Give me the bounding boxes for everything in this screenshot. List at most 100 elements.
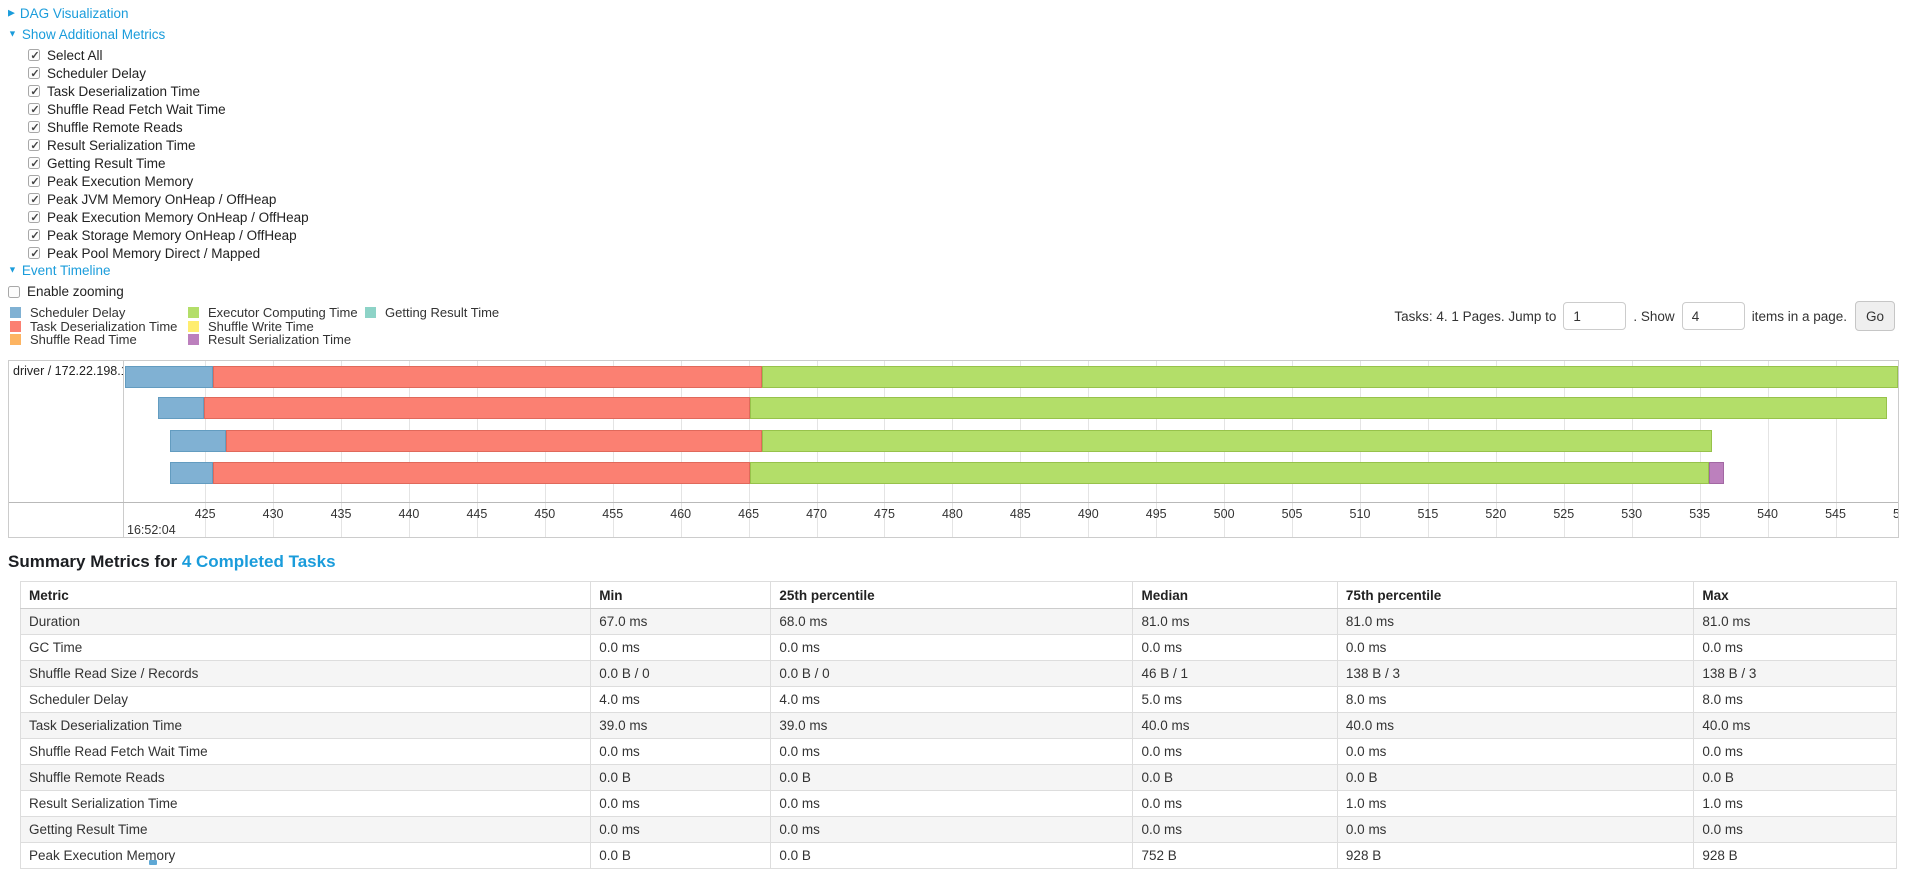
axis-tick-label: 425 — [194, 507, 216, 521]
dag-visualization-toggle[interactable]: ▶ DAG Visualization — [8, 6, 1899, 21]
metric-checkbox-4[interactable] — [28, 121, 41, 134]
metric-checkbox-item: Scheduler Delay — [28, 64, 1899, 82]
event-timeline-toggle[interactable]: ▼ Event Timeline — [8, 263, 1899, 278]
summary-metric-value: 1.0 ms — [1336, 790, 1695, 817]
axis-tick-label: 460 — [670, 507, 692, 521]
task-bar-segment-task-deserialization[interactable] — [225, 430, 763, 452]
items-per-page-input[interactable] — [1681, 302, 1745, 330]
metric-checkbox-6[interactable] — [28, 157, 41, 170]
metric-checkbox-7[interactable] — [28, 175, 41, 188]
task-bar-segment-scheduler-delay[interactable] — [157, 397, 204, 419]
metric-checkbox-item: Shuffle Read Fetch Wait Time — [28, 100, 1899, 118]
summary-metric-value: 0.0 ms — [590, 634, 772, 661]
summary-metric-value: 0.0 B — [1693, 764, 1897, 791]
metric-checkbox-5[interactable] — [28, 139, 41, 152]
task-bar-segment-executor-computing[interactable] — [749, 462, 1710, 484]
completed-tasks-link[interactable]: 4 Completed Tasks — [181, 552, 336, 571]
summary-metric-value: 138 B / 3 — [1336, 660, 1695, 687]
metric-checkbox-item: Result Serialization Time — [28, 136, 1899, 154]
metric-checkbox-item: Peak Execution Memory OnHeap / OffHeap — [28, 208, 1899, 226]
timeline-legend: Scheduler Delay Task Deserialization Time… — [10, 305, 1899, 347]
summary-column-header: Median — [1132, 581, 1338, 609]
summary-table-row: Scheduler Delay 4.0 ms 4.0 ms 5.0 ms 8.0 ms 8… — [19, 686, 1897, 713]
legend-label: Task Deserialization Time — [30, 318, 178, 334]
task-pagination: Tasks: 4. 1 Pages. Jump to . Show items … — [1394, 301, 1895, 331]
metric-checkbox-item: Peak Storage Memory OnHeap / OffHeap — [28, 226, 1899, 244]
metric-checkbox-3[interactable] — [28, 103, 41, 116]
axis-tick-label: 510 — [1349, 507, 1371, 521]
summary-table-row: Shuffle Remote Reads 0.0 B 0.0 B 0.0 B 0.0 B… — [19, 764, 1897, 791]
summary-column-header: Max — [1693, 581, 1897, 609]
summary-metric-value: 0.0 B — [590, 764, 772, 791]
task-bar-segment-executor-computing[interactable] — [762, 366, 1898, 388]
summary-metric-name: Getting Result Time — [19, 816, 592, 843]
summary-metric-value: 0.0 ms — [1693, 634, 1897, 661]
task-bar-segment-executor-computing[interactable] — [762, 430, 1712, 452]
go-button[interactable]: Go — [1855, 301, 1895, 331]
metric-checkbox-label: Peak Execution Memory OnHeap / OffHeap — [47, 209, 309, 225]
summary-table-row: Shuffle Read Size / Records 0.0 B / 0 0.0 … — [19, 660, 1897, 687]
summary-metric-value: 81.0 ms — [1693, 608, 1897, 635]
summary-metric-value: 39.0 ms — [770, 712, 1134, 739]
task-bar-segment-scheduler-delay[interactable] — [169, 462, 214, 484]
axis-tick-label: 535 — [1689, 507, 1711, 521]
metric-checkbox-label: Select All — [47, 47, 103, 63]
metric-checkbox-1[interactable] — [28, 67, 41, 80]
task-bar-segment-scheduler-delay[interactable] — [125, 366, 214, 388]
executor-label: driver / 172.22.198.104 — [13, 364, 123, 378]
summary-metric-name: GC Time — [19, 634, 592, 661]
summary-metric-value: 0.0 ms — [590, 816, 772, 843]
legend-item: Result Serialization Time — [188, 332, 365, 347]
axis-tick-label: 525 — [1553, 507, 1575, 521]
summary-metric-value: 0.0 ms — [1132, 790, 1338, 817]
axis-tick-label: 500 — [1213, 507, 1235, 521]
jump-to-page-input[interactable] — [1563, 302, 1627, 330]
axis-tick-label: 490 — [1077, 507, 1099, 521]
summary-metric-value: 8.0 ms — [1693, 686, 1897, 713]
metric-checkbox-label: Peak JVM Memory OnHeap / OffHeap — [47, 191, 277, 207]
enable-zooming-checkbox[interactable] — [8, 285, 20, 298]
axis-tick-label: 515 — [1417, 507, 1439, 521]
task-bar-segment-scheduler-delay[interactable] — [169, 430, 226, 452]
summary-metric-value: 5.0 ms — [1132, 686, 1338, 713]
metric-checkbox-10[interactable] — [28, 229, 41, 242]
summary-metric-value: 0.0 ms — [1336, 816, 1695, 843]
axis-tick-label: 540 — [1757, 507, 1778, 521]
summary-metric-value: 0.0 ms — [1336, 634, 1695, 661]
items-in-page-text: items in a page. — [1751, 308, 1847, 324]
gridline — [1835, 361, 1837, 537]
summary-metric-name: Task Deserialization Time — [19, 712, 592, 739]
summary-metric-name: Shuffle Read Fetch Wait Time — [19, 738, 592, 765]
summary-column-header: 75th percentile — [1336, 581, 1695, 609]
task-bar-segment-result-serialization[interactable] — [1709, 462, 1725, 484]
legend-column: Scheduler Delay Task Deserialization Time… — [10, 305, 188, 347]
axis-tick-label: 435 — [330, 507, 352, 521]
task-bar-segment-executor-computing[interactable] — [749, 397, 1888, 419]
summary-metric-value: 0.0 ms — [770, 816, 1134, 843]
metric-checkbox-0[interactable] — [28, 49, 41, 62]
legend-swatch-shuffle_read — [10, 333, 21, 345]
summary-metric-name: Result Serialization Time — [19, 790, 592, 817]
metric-checkbox-label: Scheduler Delay — [47, 65, 147, 81]
clipped-next-section-fragment — [149, 860, 157, 865]
summary-metric-value: 0.0 B / 0 — [770, 660, 1134, 687]
metric-checkbox-8[interactable] — [28, 193, 41, 206]
additional-metrics-checkbox-list: Select All Scheduler Delay Task Deserializ… — [8, 46, 1899, 262]
summary-column-header: Min — [590, 581, 772, 609]
task-bar-segment-task-deserialization[interactable] — [203, 397, 750, 419]
task-bar-segment-task-deserialization[interactable] — [213, 462, 750, 484]
legend-label: Scheduler Delay — [30, 305, 126, 321]
legend-swatch-getting_result — [365, 307, 376, 319]
task-bar-segment-task-deserialization[interactable] — [213, 366, 763, 388]
show-additional-metrics-label: Show Additional Metrics — [21, 27, 166, 42]
metric-checkbox-2[interactable] — [28, 85, 41, 98]
metric-checkbox-item: Peak JVM Memory OnHeap / OffHeap — [28, 190, 1899, 208]
summary-metric-value: 8.0 ms — [1336, 686, 1695, 713]
summary-metric-value: 40.0 ms — [1132, 712, 1338, 739]
summary-metric-value: 0.0 B / 0 — [590, 660, 772, 687]
summary-metric-name: Shuffle Remote Reads — [19, 764, 592, 791]
metric-checkbox-9[interactable] — [28, 211, 41, 224]
show-additional-metrics-toggle[interactable]: ▼ Show Additional Metrics — [8, 27, 1899, 42]
legend-item: Task Deserialization Time — [10, 318, 188, 334]
metric-checkbox-11[interactable] — [28, 247, 41, 260]
